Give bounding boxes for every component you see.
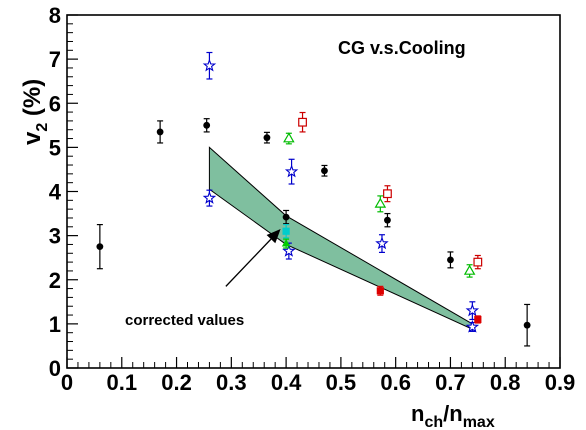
point-marker xyxy=(281,239,291,247)
data-point xyxy=(374,195,387,213)
x-axis-label-main: n xyxy=(411,401,424,426)
point-marker xyxy=(282,227,290,235)
y-tick-label: 7 xyxy=(49,47,61,72)
data-point xyxy=(203,118,211,133)
point-marker xyxy=(282,244,296,257)
x-axis-label-sub2: max xyxy=(463,414,495,430)
x-tick-label: 0.6 xyxy=(380,370,411,395)
x-axis-label: nch/nmax xyxy=(411,401,495,430)
data-point xyxy=(473,254,483,270)
annotation-arrowhead xyxy=(266,229,281,244)
y-axis-label-sub: 2 xyxy=(34,123,51,132)
annotation-arrow xyxy=(225,238,272,287)
data-point xyxy=(281,238,291,249)
data-point xyxy=(474,315,482,324)
y-axis-label-rest: (%) xyxy=(19,79,46,123)
x-tick-label: 0.5 xyxy=(326,370,357,395)
point-marker xyxy=(374,197,387,208)
data-point xyxy=(321,164,328,177)
point-marker xyxy=(282,213,290,221)
y-tick-label: 5 xyxy=(49,135,61,160)
data-point xyxy=(376,285,384,296)
y-tick-label: 0 xyxy=(49,356,61,381)
y-axis-label: v2 (%) xyxy=(19,79,51,145)
point-marker xyxy=(202,191,217,204)
data-point xyxy=(463,264,476,278)
x-tick-label: 0 xyxy=(61,370,73,395)
data-point xyxy=(465,319,480,333)
y-tick-label: 2 xyxy=(49,268,61,293)
data-point xyxy=(202,189,217,207)
y-tick-label: 4 xyxy=(49,180,62,205)
data-point xyxy=(284,158,299,185)
point-marker xyxy=(202,58,217,72)
y-tick-label: 6 xyxy=(49,91,61,116)
x-tick-label: 0.3 xyxy=(216,370,247,395)
x-tick-label: 0.8 xyxy=(490,370,521,395)
data-point xyxy=(202,51,217,80)
point-marker xyxy=(375,236,389,250)
point-marker xyxy=(284,164,299,178)
point-marker xyxy=(263,134,271,142)
y-tick-label: 8 xyxy=(49,3,61,28)
data-point xyxy=(383,185,392,203)
data-point xyxy=(298,111,307,133)
point-marker xyxy=(321,167,328,175)
point-marker xyxy=(463,264,476,275)
data-point xyxy=(96,223,104,270)
data-point xyxy=(384,212,391,228)
data-point xyxy=(282,209,290,225)
axis-ticks: 0 0.1 0.2 0.3 0.4 0.5 0.6 0.7 0.8 0.9 0 1 2 3 4 5 6 7 8 xyxy=(49,3,576,395)
x-tick-label: 0.2 xyxy=(161,370,192,395)
data-point xyxy=(375,234,389,253)
x-tick-label: 0.9 xyxy=(545,370,576,395)
x-tick-label: 0.1 xyxy=(106,370,137,395)
data-point xyxy=(156,120,164,144)
point-marker xyxy=(523,321,531,329)
y-tick-label: 3 xyxy=(49,224,61,249)
point-marker xyxy=(465,303,480,317)
chart-title: CG v.s.Cooling xyxy=(338,38,466,58)
data-point xyxy=(283,132,295,145)
y-axis-label-main: v xyxy=(19,131,46,145)
x-tick-label: 0.7 xyxy=(435,370,466,395)
x-tick-label: 0.4 xyxy=(271,370,302,395)
point-marker xyxy=(298,117,307,127)
data-point xyxy=(282,223,290,239)
point-marker xyxy=(96,243,104,251)
point-marker xyxy=(473,257,483,267)
point-marker xyxy=(465,319,480,333)
point-marker xyxy=(156,128,164,136)
data-point xyxy=(447,251,454,269)
data-point xyxy=(523,303,531,347)
point-marker xyxy=(384,216,391,224)
annotation-text: corrected values xyxy=(125,312,244,329)
point-marker xyxy=(203,121,211,129)
point-marker xyxy=(376,287,384,295)
point-marker xyxy=(474,315,482,324)
y-tick-label: 1 xyxy=(49,312,61,337)
x-axis-label-sub1: ch xyxy=(424,414,443,430)
data-marks xyxy=(96,51,531,347)
uncertainty-band xyxy=(208,146,473,330)
x-axis-label-mid: /n xyxy=(443,401,463,426)
point-marker xyxy=(447,256,454,264)
point-marker xyxy=(283,132,295,143)
point-marker xyxy=(383,189,392,199)
data-point xyxy=(263,131,271,144)
